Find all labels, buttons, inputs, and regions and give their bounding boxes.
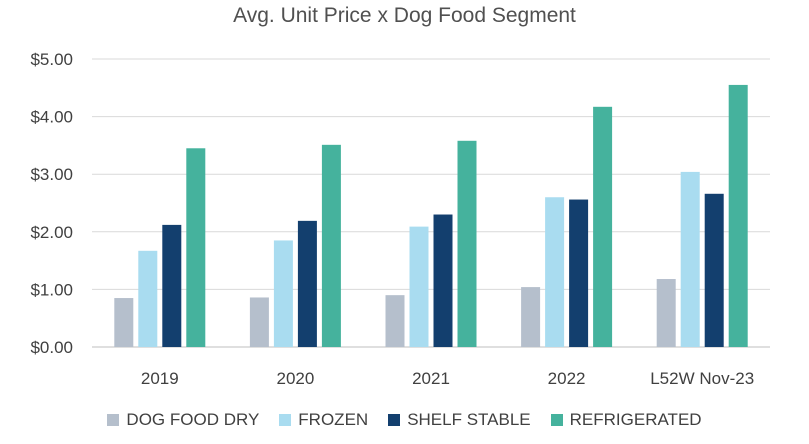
legend-item: SHELF STABLE <box>388 410 531 430</box>
legend-swatch <box>550 414 563 426</box>
bar-frozen <box>138 250 158 347</box>
y-tick-label: $4.00 <box>30 108 73 127</box>
bar-frozen <box>545 197 565 347</box>
legend-item: DOG FOOD DRY <box>107 410 259 430</box>
bar-dog-food-dry <box>114 298 134 347</box>
legend-label: DOG FOOD DRY <box>126 410 260 429</box>
legend-item: FROZEN <box>279 410 368 430</box>
y-axis-ticks: $0.00 $1.00 $2.00 $3.00 $4.00 $5.00 <box>30 50 73 357</box>
bar-refrigerated <box>321 144 341 347</box>
legend-swatch <box>388 414 401 426</box>
bar-refrigerated <box>728 84 748 348</box>
x-tick-label: 2022 <box>548 369 586 388</box>
bar-chart: $0.00$1.00$2.00$3.00$4.00$5.00 2019 2020 2… <box>30 50 770 388</box>
x-axis-ticks: 2019 2020 2021 2022 L52W Nov-23 <box>141 369 754 388</box>
bars <box>114 84 748 348</box>
legend-swatch <box>107 414 120 426</box>
bar-dog-food-dry <box>656 279 676 347</box>
y-tick-label: $0.00 <box>30 338 73 357</box>
x-tick-label: 2021 <box>412 369 450 388</box>
bar-frozen <box>409 226 429 347</box>
y-tick-label: $2.00 <box>30 223 73 242</box>
bar-shelf-stable <box>433 214 453 347</box>
legend-label: FROZEN <box>298 410 369 429</box>
legend-label: SHELF STABLE <box>407 410 531 429</box>
y-tick-label: $5.00 <box>30 50 73 69</box>
bar-frozen <box>273 240 293 347</box>
bar-refrigerated <box>186 148 206 347</box>
bar-refrigerated <box>593 106 613 347</box>
bar-shelf-stable <box>162 224 182 347</box>
x-tick-label: L52W Nov-23 <box>650 369 754 388</box>
bar-shelf-stable <box>704 193 724 347</box>
x-tick-label: 2019 <box>141 369 179 388</box>
bar-shelf-stable <box>569 199 589 347</box>
bar-frozen <box>680 171 700 347</box>
x-tick-label: 2020 <box>276 369 314 388</box>
y-tick-label: $1.00 <box>30 280 73 299</box>
bar-dog-food-dry <box>521 287 541 347</box>
bar-refrigerated <box>457 140 477 347</box>
legend-swatch <box>279 414 292 426</box>
legend-item: REFRIGERATED <box>550 410 702 430</box>
bar-shelf-stable <box>297 220 317 347</box>
bar-dog-food-dry <box>249 297 269 347</box>
y-tick-label: $3.00 <box>30 165 73 184</box>
bar-dog-food-dry <box>385 295 405 347</box>
legend-label: REFRIGERATED <box>569 410 702 429</box>
chart-title: Avg. Unit Price x Dog Food Segment <box>233 4 576 27</box>
legend: DOG FOOD DRY FROZEN SHELF STABLE REFRIGERAT… <box>0 406 809 434</box>
